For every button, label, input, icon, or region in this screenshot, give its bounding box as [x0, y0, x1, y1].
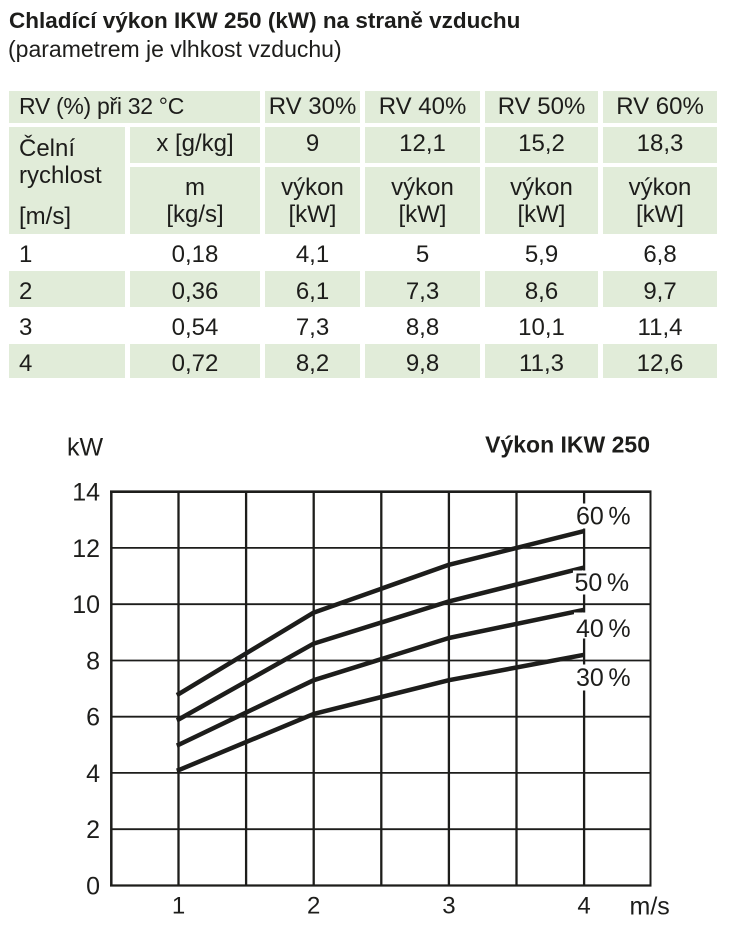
svg-text:50%: 50%: [575, 569, 630, 597]
svg-text:14: 14: [72, 479, 100, 507]
svg-text:6: 6: [86, 704, 100, 732]
svg-text:Výkon IKW 250: Výkon IKW 250: [485, 432, 650, 458]
svg-text:4: 4: [577, 893, 590, 920]
svg-text:30%: 30%: [576, 664, 631, 692]
svg-text:m/s: m/s: [630, 893, 670, 921]
svg-text:2: 2: [307, 893, 320, 920]
svg-text:0: 0: [86, 873, 100, 901]
svg-text:3: 3: [442, 893, 455, 920]
svg-text:40%: 40%: [576, 615, 631, 643]
svg-text:12: 12: [72, 535, 100, 563]
svg-text:1: 1: [172, 893, 185, 920]
svg-text:10: 10: [72, 591, 100, 619]
svg-text:8: 8: [86, 648, 100, 676]
svg-text:kW: kW: [67, 434, 104, 462]
svg-text:2: 2: [86, 816, 100, 844]
svg-text:4: 4: [86, 760, 100, 788]
svg-text:60%: 60%: [576, 503, 631, 531]
